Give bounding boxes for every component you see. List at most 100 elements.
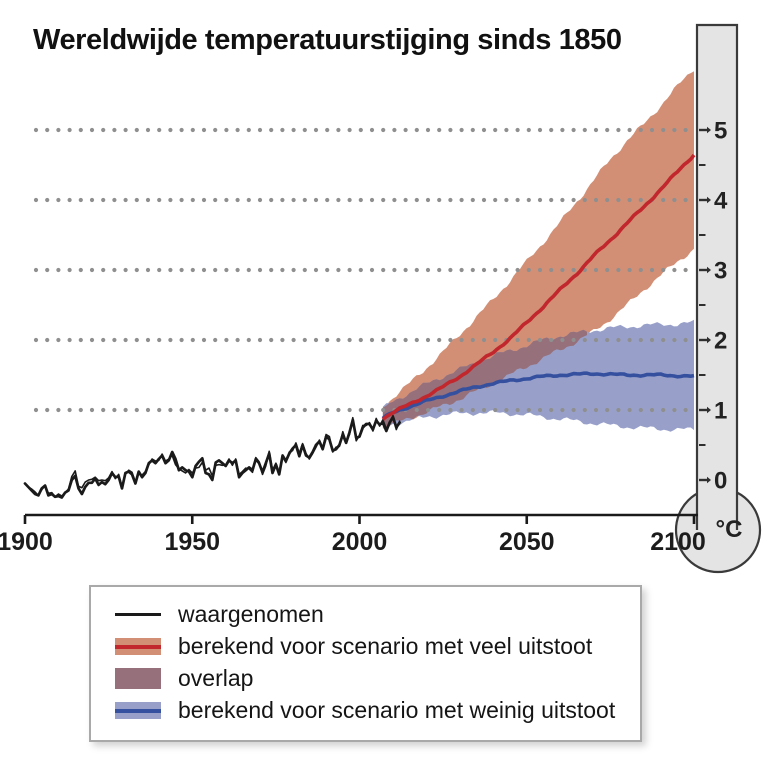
grid-dot <box>190 337 195 343</box>
chart-canvas: 0 1 2 3 4 5 °C 1900 1950 2000 2050 2100 <box>0 23 762 574</box>
grid-dot <box>190 267 195 273</box>
grid-dot <box>291 197 296 203</box>
thermometer-tube-border <box>695 23 739 530</box>
grid-dot <box>78 127 83 133</box>
grid-dot <box>481 127 487 133</box>
grid-dot <box>381 197 386 203</box>
grid-dot <box>537 127 543 133</box>
grid-dot <box>649 407 655 413</box>
grid-dot <box>347 407 352 413</box>
grid-dot <box>347 267 352 273</box>
grid-dot <box>392 267 397 273</box>
x-axis-tick-label: 2000 <box>332 528 388 556</box>
grid-dot <box>526 407 531 413</box>
grid-dot <box>280 407 285 413</box>
grid-dot <box>157 407 162 413</box>
grid-dot <box>493 197 498 203</box>
grid-dot <box>313 267 319 273</box>
legend-item-overlap: overlap <box>115 666 622 691</box>
grid-dot <box>481 197 487 203</box>
grid-dot <box>291 127 296 133</box>
grid-dot <box>504 407 509 413</box>
grid-dot <box>425 127 431 133</box>
grid-dot <box>683 127 688 133</box>
grid-dot <box>358 407 363 413</box>
grid-dot <box>123 407 128 413</box>
grid-dot <box>101 127 106 133</box>
legend-label-high-emission: berekend voor scenario met veel uitstoot <box>178 633 593 660</box>
grid-dot <box>638 127 643 133</box>
grid-dot <box>571 127 576 133</box>
grid-dot <box>168 267 173 273</box>
grid-dot <box>448 337 453 343</box>
grid-dot <box>145 407 151 413</box>
grid-dot <box>313 407 319 413</box>
grid-dot <box>224 267 229 273</box>
unit-label: °C <box>716 516 743 543</box>
grid-dot <box>224 197 229 203</box>
grid-dot <box>325 127 330 133</box>
grid-dot <box>403 127 408 133</box>
grid-dot <box>605 407 610 413</box>
grid-dot <box>358 127 363 133</box>
grid-dot <box>201 267 207 273</box>
grid-dot <box>369 197 375 203</box>
grid-dot <box>403 337 408 343</box>
grid-dot <box>336 197 341 203</box>
grid-dot <box>515 127 520 133</box>
grid-dot <box>78 267 83 273</box>
legend-item-high-emission: berekend voor scenario met veel uitstoot <box>115 633 622 660</box>
grid-dot <box>627 267 632 273</box>
grid-dot <box>627 337 632 343</box>
grid-dot <box>481 407 487 413</box>
grid-dot <box>593 267 599 273</box>
grid-dot <box>403 267 408 273</box>
grid-dot <box>302 407 307 413</box>
grid-dot <box>302 267 307 273</box>
grid-dot <box>101 197 106 203</box>
grid-dot <box>313 337 319 343</box>
grid-dot <box>459 127 464 133</box>
grid-dot <box>302 337 307 343</box>
grid-dot <box>179 267 184 273</box>
grid-dot <box>280 197 285 203</box>
grid-dot <box>45 407 50 413</box>
grid-dot <box>605 337 610 343</box>
grid-dot <box>224 337 229 343</box>
grid-dot <box>638 407 643 413</box>
grid-dot <box>280 267 285 273</box>
grid-dot <box>470 407 475 413</box>
grid-dot <box>683 407 688 413</box>
grid-dot <box>112 127 117 133</box>
grid-dot <box>101 337 106 343</box>
grid-dot <box>269 337 274 343</box>
grid-dot <box>481 267 487 273</box>
overlap-band-swatch <box>115 668 161 689</box>
thermometer-tick-label: 0 <box>714 468 727 495</box>
grid-dot <box>246 267 251 273</box>
grid-dot <box>89 407 95 413</box>
grid-dot <box>560 127 565 133</box>
grid-dot <box>78 337 83 343</box>
grid-dot <box>302 127 307 133</box>
thermometer-tick-arrow <box>707 126 711 134</box>
grid-dot <box>549 127 554 133</box>
grid-dot <box>616 197 621 203</box>
grid-dot <box>213 337 218 343</box>
grid-dot <box>257 127 263 133</box>
grid-dot <box>459 337 464 343</box>
grid-dot <box>605 267 610 273</box>
grid-dot <box>190 407 195 413</box>
grid-dot <box>145 267 151 273</box>
grid-dot <box>683 337 688 343</box>
grid-dot <box>67 197 72 203</box>
grid-dot <box>661 197 666 203</box>
grid-dot <box>291 337 296 343</box>
grid-dot <box>638 337 643 343</box>
grid-dot <box>672 267 677 273</box>
grid-dot <box>325 197 330 203</box>
thermometer-tick-arrow <box>707 196 711 204</box>
grid-dot <box>134 407 139 413</box>
grid-dot <box>134 267 139 273</box>
grid-dot <box>414 407 419 413</box>
